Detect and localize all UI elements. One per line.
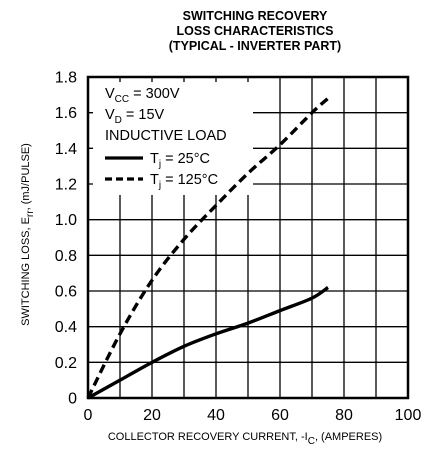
- condition-text-main: V: [105, 107, 115, 123]
- legend-entry-main: T: [150, 151, 159, 167]
- x-tick-label: 40: [207, 407, 225, 424]
- legend-entry-subscript: j: [158, 159, 161, 170]
- x-axis-label: COLLECTOR RECOVERY CURRENT, -IC, (AMPERE…: [108, 431, 382, 447]
- title-line-3: (TYPICAL - INVERTER PART): [169, 39, 341, 53]
- x-axis-label-main: COLLECTOR RECOVERY CURRENT, -I: [108, 431, 308, 443]
- series-line: [86, 97, 330, 399]
- condition-text-rest: = 300V: [129, 86, 180, 102]
- chart-title: SWITCHING RECOVERY LOSS CHARACTERISTICS …: [169, 9, 341, 53]
- y-tick-label: 0.2: [55, 355, 77, 372]
- x-tick-label: 100: [395, 407, 422, 424]
- condition-text-main: V: [105, 86, 115, 102]
- x-tick-label: 80: [335, 407, 353, 424]
- y-axis-label-main: SWITCHING LOSS, E: [20, 217, 32, 326]
- legend-entry-rest: = 25°C: [161, 151, 210, 167]
- title-line-2: LOSS CHARACTERISTICS: [177, 24, 334, 38]
- y-tick-label: 1.6: [55, 105, 77, 122]
- axis-labels: COLLECTOR RECOVERY CURRENT, -IC, (AMPERE…: [20, 143, 382, 447]
- y-tick-label: 0.6: [55, 284, 77, 301]
- x-tick-label: 60: [271, 407, 289, 424]
- y-tick-label: 1.8: [55, 70, 77, 87]
- plot-frame: [86, 75, 410, 400]
- y-axis-label-rest: , (mJ/PULSE): [20, 143, 32, 210]
- legend-entry: Tj = 125°C: [150, 172, 218, 191]
- y-tick-label: 0: [68, 391, 77, 408]
- condition-text: VCC = 300V: [105, 86, 180, 105]
- legend-entry-rest: = 125°C: [161, 172, 218, 188]
- x-tick-label: 20: [143, 407, 161, 424]
- y-tick-label: 0.4: [55, 319, 77, 336]
- condition-text-rest: = 15V: [122, 107, 165, 123]
- legend-entry: Tj = 25°C: [150, 151, 210, 170]
- title-line-1: SWITCHING RECOVERY: [183, 9, 328, 23]
- y-tick-label: 0.8: [55, 248, 77, 265]
- condition-text-subscript: D: [115, 115, 122, 126]
- legend-entry-main: T: [150, 172, 159, 188]
- condition-text: VD = 15V: [105, 107, 165, 126]
- series-line: [87, 286, 329, 400]
- legend-entry-subscript: j: [158, 180, 161, 191]
- y-tick-label: 1.2: [55, 177, 77, 194]
- condition-text-main: INDUCTIVE LOAD: [105, 128, 227, 144]
- condition-text: INDUCTIVE LOAD: [105, 128, 227, 144]
- x-tick-label: 0: [84, 407, 93, 424]
- y-axis-label-subscript: rr: [25, 210, 36, 217]
- axis-ticks: 0 20 40 60 80 100 0 0.2 0.4 0.6 0.8 1.0 1.2 1.4 1.6 1.8: [55, 70, 422, 425]
- y-tick-label: 1.0: [55, 212, 77, 229]
- y-tick-label: 1.4: [55, 141, 77, 158]
- x-axis-label-rest: , (AMPERES): [315, 431, 382, 443]
- series: [86, 97, 330, 400]
- x-axis-label-subscript: C: [308, 436, 315, 447]
- y-axis-label: SWITCHING LOSS, Err, (mJ/PULSE): [20, 143, 36, 326]
- annotation-background: [93, 82, 253, 195]
- condition-text-subscript: CC: [115, 94, 129, 105]
